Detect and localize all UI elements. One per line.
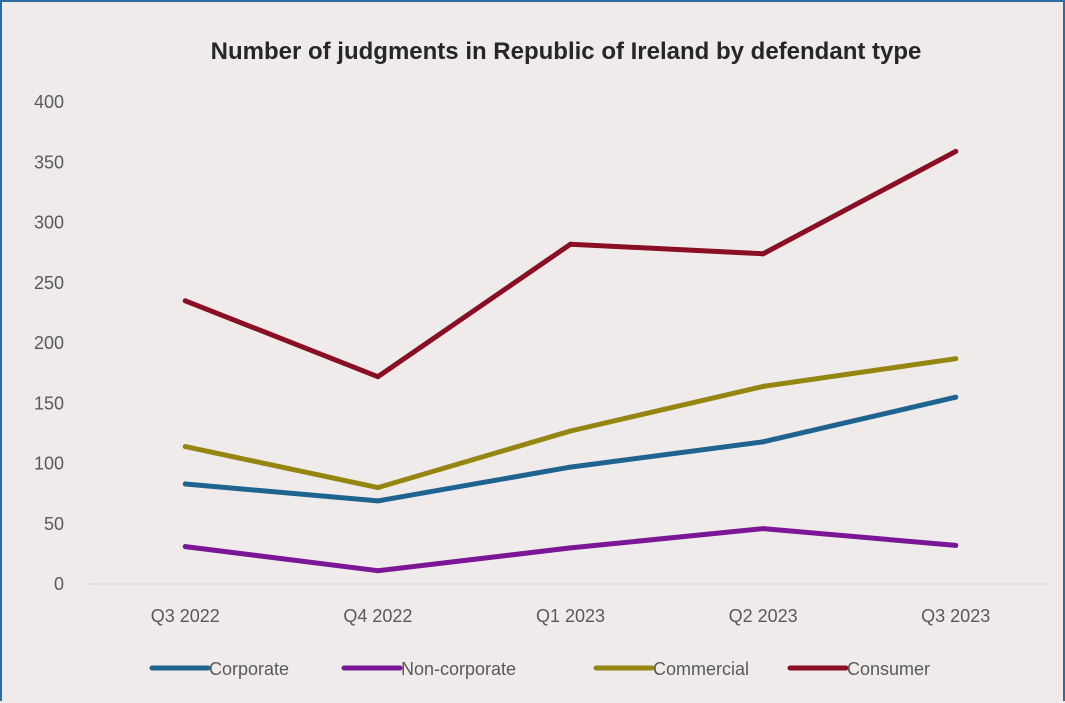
x-tick-label: Q3 2023 [921,606,990,626]
data-point [568,545,573,551]
series-line-consumer [182,148,959,380]
data-point [760,526,766,532]
data-point [953,356,959,362]
data-point [375,498,381,504]
data-point [760,383,766,389]
chart-title: Number of judgments in Republic of Irela… [211,38,922,65]
legend-item: Consumer [787,659,930,679]
legend-item: Commercial [593,659,749,679]
data-point [182,481,188,487]
data-point [568,428,573,434]
data-point [953,148,959,154]
legend: Corporate Non-corporate Commercial Consumer [149,659,930,679]
legend-label: Commercial [653,659,749,679]
y-tick-label: 200 [34,333,64,353]
y-tick-label: 150 [34,393,64,413]
x-axis: Q3 2022 Q4 2022 Q1 2023 Q2 2023 Q3 2023 [89,583,1052,626]
y-tick-label: 400 [34,92,64,112]
data-point [568,241,573,247]
data-point [953,542,959,548]
data-point [953,394,959,400]
legend-label: Consumer [847,659,930,679]
legend-label: Corporate [209,659,289,679]
data-point [760,439,766,445]
data-point [375,485,381,491]
data-point [375,374,381,380]
data-point [568,464,573,470]
y-tick-label: 0 [54,574,64,594]
data-point [375,568,381,574]
legend-item: Corporate [149,659,289,679]
y-tick-label: 250 [34,273,64,293]
x-tick-label: Q4 2022 [343,606,412,626]
legend-label: Non-corporate [401,659,516,679]
x-tick-label: Q3 2022 [151,606,220,626]
y-axis: 0 50 100 150 200 250 300 350 400 [34,92,64,594]
legend-item: Non-corporate [341,659,516,679]
data-point [760,251,766,257]
y-tick-label: 50 [44,514,64,534]
y-tick-label: 300 [34,213,64,233]
series-lines [182,148,959,574]
x-tick-label: Q1 2023 [536,606,605,626]
y-tick-label: 350 [34,152,64,172]
series-line-corporate [182,394,959,504]
y-tick-label: 100 [34,454,64,474]
data-point [182,544,188,550]
data-point [182,444,188,450]
x-tick-label: Q2 2023 [729,606,798,626]
data-point [182,298,188,304]
